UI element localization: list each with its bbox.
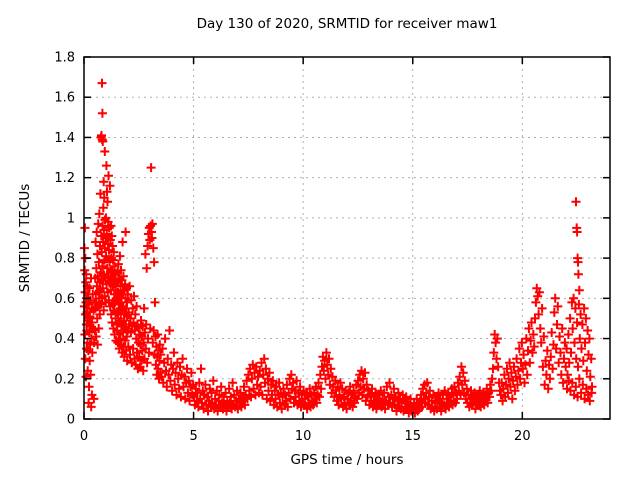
- data-points: [79, 78, 597, 418]
- y-tick-label: 1.6: [54, 91, 75, 106]
- y-tick-label: 0.8: [54, 252, 75, 267]
- y-tick-label: 1.2: [54, 171, 75, 186]
- y-tick-label: 0.2: [54, 372, 75, 387]
- y-tick-label: 0: [67, 413, 75, 428]
- y-tick-label: 1.4: [54, 131, 75, 146]
- y-tick-label: 0.6: [54, 292, 75, 307]
- chart-title: Day 130 of 2020, SRMTID for receiver maw…: [196, 16, 498, 32]
- plot-border: [83, 56, 611, 420]
- y-tick-label: 0.4: [54, 332, 75, 347]
- x-tick-label: 5: [189, 429, 197, 444]
- y-tick-label: 1: [67, 211, 75, 226]
- y-tick-label: 1.8: [54, 51, 75, 66]
- x-tick-label: 20: [514, 429, 531, 444]
- x-tick-label: 10: [295, 429, 312, 444]
- x-tick-label: 15: [404, 429, 421, 444]
- x-axis-label: GPS time / hours: [290, 452, 404, 468]
- x-tick-label: 0: [80, 429, 88, 444]
